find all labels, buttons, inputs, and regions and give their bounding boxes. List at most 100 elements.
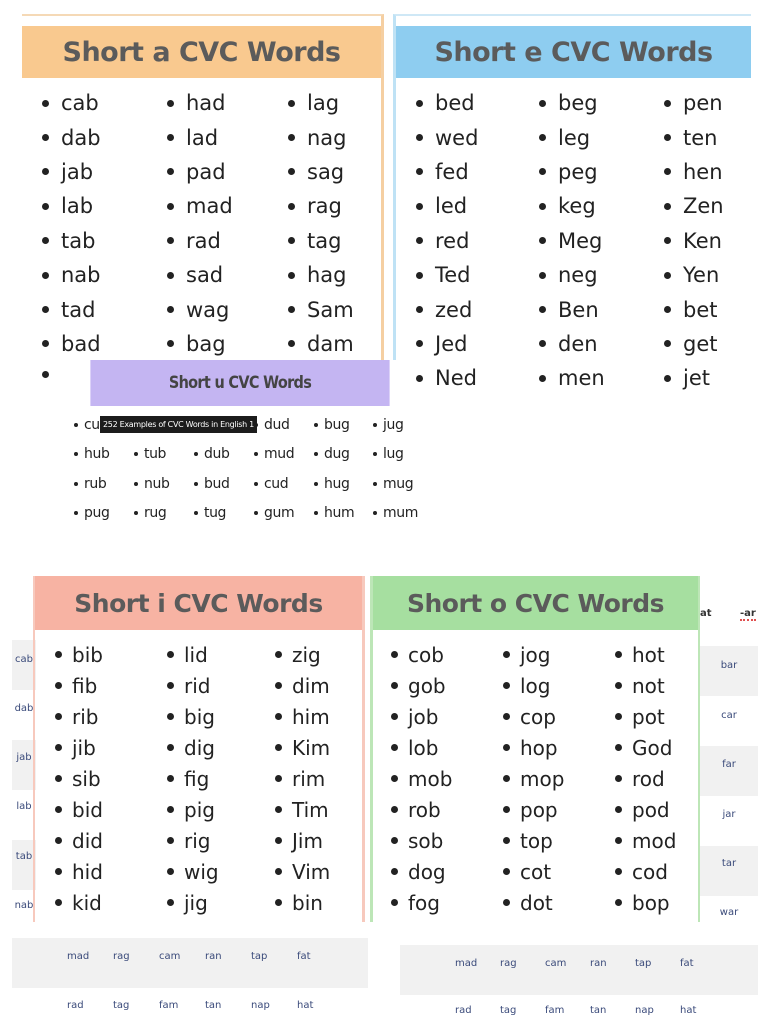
word-text: neg: [558, 263, 598, 288]
bullet-dot: [55, 806, 62, 813]
word-list-item: not: [615, 670, 676, 701]
word-list-item: mug: [373, 469, 418, 499]
word-list-item: big: [167, 701, 219, 732]
word-text: sib: [72, 766, 101, 791]
word-text: pod: [632, 797, 670, 822]
short-i-title: Short i CVC Words: [35, 576, 362, 630]
word-list-item: bin: [275, 887, 330, 918]
bullet-dot: [416, 237, 423, 245]
bullet-dot: [167, 837, 174, 844]
bullet-dot: [503, 806, 510, 813]
word-text: him: [292, 704, 330, 729]
word-list-item: mad: [167, 189, 233, 223]
word-list-item: lob: [391, 732, 452, 763]
bullet-dot: [55, 713, 62, 720]
word-text: rib: [72, 704, 99, 729]
word-text: jog: [520, 642, 551, 667]
word-text: fed: [435, 159, 469, 184]
word-text: hop: [520, 735, 558, 760]
word-list-item: God: [615, 732, 676, 763]
bullet-dot: [373, 511, 377, 516]
bullet-dot: [167, 99, 174, 107]
word-list-item: lag: [288, 86, 354, 120]
word-text: Zen: [683, 194, 724, 219]
word-list-item: keg: [539, 189, 605, 223]
bullet-dot: [615, 682, 622, 689]
word-list-item: wag: [167, 292, 233, 326]
word-text: job: [408, 704, 439, 729]
bullet-dot: [167, 271, 174, 279]
bullet-dot: [391, 899, 398, 906]
word-list-item: pig: [167, 794, 219, 825]
bullet-dot: [416, 306, 423, 314]
word-list-item: zed: [416, 292, 478, 326]
bullet-dot: [55, 682, 62, 689]
word-text: bin: [292, 890, 323, 915]
bullet-dot: [42, 271, 49, 279]
word-list-item: dog: [391, 856, 452, 887]
word-text: hot: [632, 642, 665, 667]
bullet-dot: [275, 713, 282, 720]
word-text: wig: [184, 859, 219, 884]
bullet-dot: [615, 775, 622, 782]
bullet-dot: [539, 134, 546, 142]
bullet-dot: [55, 899, 62, 906]
bullet-dot: [167, 682, 174, 689]
word-text: bed: [435, 91, 475, 116]
left-strip-word: tab: [15, 851, 33, 862]
word-list-item: pug: [74, 499, 110, 529]
bullet-dot: [275, 682, 282, 689]
word-list-item: get: [664, 327, 724, 361]
word-text: fib: [72, 673, 98, 698]
bullet-dot: [254, 452, 258, 457]
bullet-dot: [416, 99, 423, 107]
word-list-item: dam: [288, 327, 354, 361]
word-text: bud: [204, 475, 230, 492]
word-list-item: tag: [288, 224, 354, 258]
word-text: rod: [632, 766, 665, 791]
word-text: rim: [292, 766, 326, 791]
short-i-col-3: zig dim him Kim rim Tim Jim Vim bin: [275, 639, 330, 918]
word-list-item: sob: [391, 825, 452, 856]
word-text: bib: [72, 642, 103, 667]
word-text: Yen: [683, 263, 720, 288]
word-text: gob: [408, 673, 446, 698]
bullet-dot: [664, 168, 671, 176]
word-list-item: Yen: [664, 258, 724, 292]
table-word: rad: [455, 1005, 472, 1016]
word-text: dim: [292, 673, 330, 698]
bullet-dot: [539, 99, 546, 107]
table-word: ran: [590, 958, 607, 969]
bullet-dot: [74, 422, 78, 427]
short-a-col-1: cab dab jab lab tab nab tad bad: [42, 86, 101, 361]
left-strip-word: jab: [16, 752, 32, 763]
word-text: peg: [558, 159, 598, 184]
bullet-dot: [391, 837, 398, 844]
bullet-dot: [615, 868, 622, 875]
word-text: mop: [520, 766, 565, 791]
table-word: hat: [680, 1005, 697, 1016]
right-strip-header: -ar: [740, 608, 756, 621]
word-list-item: wig: [167, 856, 219, 887]
bullet-dot: [615, 713, 622, 720]
word-list-item: hop: [503, 732, 564, 763]
bullet-dot: [55, 775, 62, 782]
word-text: hen: [683, 159, 723, 184]
table-word: fam: [159, 1000, 179, 1011]
word-list-item: Vim: [275, 856, 330, 887]
image-caption-tooltip: 252 Examples of CVC Words in English 1: [100, 416, 257, 433]
word-list-item: Meg: [539, 224, 605, 258]
bullet-dot: [615, 837, 622, 844]
right-strip-header: at: [700, 608, 712, 619]
word-text: gum: [264, 505, 295, 522]
word-text: hag: [307, 263, 347, 288]
word-list-item: him: [275, 701, 330, 732]
word-list-item: pod: [615, 794, 676, 825]
short-i-col-1: bib fib rib jib sib bid did hid kid: [55, 639, 103, 918]
word-text: wag: [186, 297, 230, 322]
word-list-item: rad: [167, 224, 233, 258]
bullet-dot: [167, 744, 174, 751]
short-u-col-2: tub nub rug: [134, 410, 170, 528]
word-text: cab: [61, 91, 99, 116]
table-word: tag: [500, 1005, 517, 1016]
